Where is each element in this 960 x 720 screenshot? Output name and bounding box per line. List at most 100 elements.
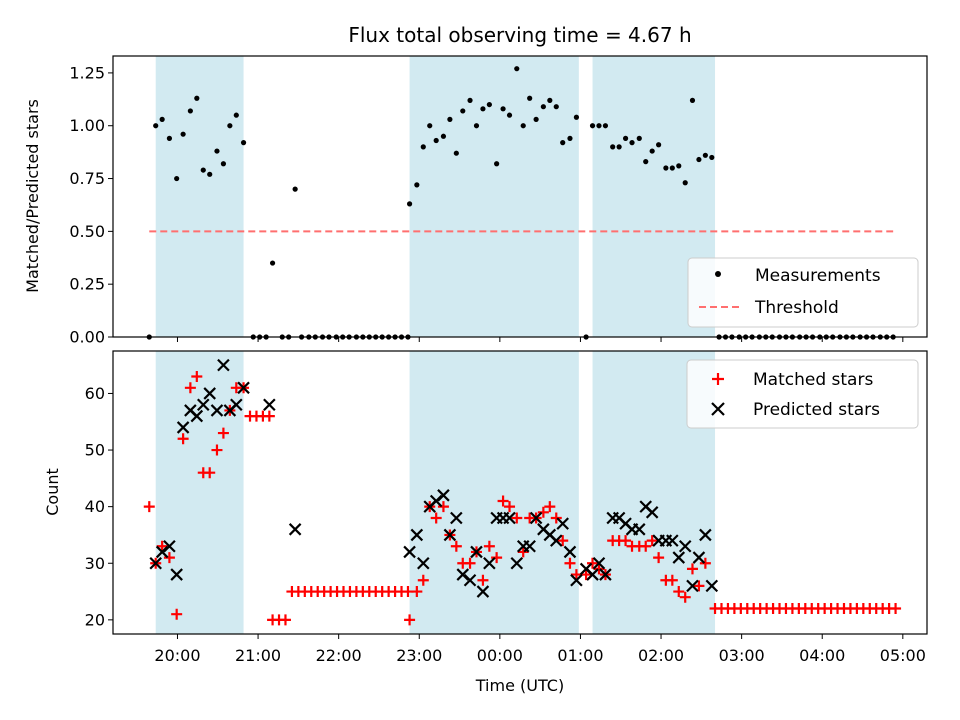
x-tick-label: 03:00 <box>719 646 765 665</box>
measurement-point <box>220 161 227 167</box>
bot-shaded-interval <box>409 351 579 634</box>
measurement-point <box>547 97 553 103</box>
x-tick-label: 00:00 <box>477 646 523 665</box>
y-tick-label: 1.00 <box>69 116 105 135</box>
legend-measurements-marker <box>715 271 721 277</box>
top-panel: 0.00 0.25 0.50 0.75 1.00 1.25 Matched/Predict… <box>23 55 928 347</box>
measurement-point <box>573 114 580 120</box>
predicted-star-point <box>417 556 430 570</box>
measurement-point <box>663 165 669 171</box>
measurement-point <box>520 123 526 129</box>
bot-shaded-interval <box>155 351 244 634</box>
matched-star-point <box>620 535 632 547</box>
legend-matched-label: Matched stars <box>753 370 873 390</box>
x-tick-label: 02:00 <box>638 646 684 665</box>
predicted-star-point <box>692 551 706 564</box>
measurement-point <box>292 186 298 192</box>
bottom-plot-frame <box>112 350 928 635</box>
measurement-point <box>440 133 447 139</box>
measurement-point <box>159 116 165 122</box>
matched-star-point <box>497 495 509 507</box>
x-tick-label: 04:00 <box>799 646 845 665</box>
y-tick-label: 30 <box>85 554 105 573</box>
matched-star-point <box>204 467 216 479</box>
bottom-panel: 20 30 40 50 60 20:00 21:00 22:00 23:00 00:00 01:0… <box>43 350 928 695</box>
x-tick-label: 20:00 <box>154 646 200 665</box>
measurement-point <box>622 135 629 141</box>
measurement-point <box>514 66 520 72</box>
predicted-star-point <box>645 506 659 519</box>
matched-star-point <box>163 552 175 564</box>
measurement-point <box>567 135 573 141</box>
matched-star-point <box>564 557 576 569</box>
measurement-point <box>643 159 649 165</box>
measurement-point <box>406 201 413 207</box>
y-tick-label: 20 <box>85 610 105 629</box>
predicted-star-point <box>190 409 204 423</box>
measurement-point <box>649 148 655 154</box>
measurement-point <box>427 123 433 129</box>
predicted-star-point <box>586 568 599 581</box>
matched-star-point <box>430 512 442 524</box>
matched-star-point <box>211 444 223 456</box>
predicted-star-point <box>456 568 470 581</box>
matched-star-point <box>504 501 516 513</box>
predicted-star-point <box>556 517 569 530</box>
predicted-star-point <box>403 545 416 559</box>
predicted-star-point <box>523 539 536 553</box>
matched-star-point <box>699 557 711 569</box>
legend-matched-marker <box>712 373 724 385</box>
top-y-axis-label: Matched/Predicted stars <box>23 99 42 293</box>
predicted-star-point <box>563 545 577 559</box>
matched-star-point <box>171 608 183 620</box>
matched-star-point <box>646 535 658 547</box>
matched-star-point <box>437 501 449 513</box>
y-tick-label: 1.25 <box>69 63 105 82</box>
matched-star-point <box>417 574 429 586</box>
measurement-point <box>669 165 675 171</box>
measurement-point <box>460 108 466 114</box>
top-plot-frame <box>112 55 928 338</box>
matched-star-point <box>593 563 605 575</box>
matched-star-point <box>177 433 189 445</box>
predicted-star-point <box>288 523 302 536</box>
matched-star-point <box>404 614 416 626</box>
bottom-legend: Matched stars Predicted stars <box>686 359 919 429</box>
x-tick-label: 22:00 <box>316 646 362 665</box>
legend-threshold-label: Threshold <box>754 298 839 318</box>
predicted-star-point <box>686 579 699 593</box>
measurement-point <box>207 171 213 177</box>
predicted-star-point <box>437 489 450 502</box>
matched-star-point <box>673 586 685 598</box>
matched-star-point <box>686 563 698 575</box>
matched-star-point <box>890 603 902 615</box>
matched-star-point <box>537 506 549 518</box>
matched-star-point <box>156 540 168 552</box>
measurement-point <box>180 131 186 137</box>
legend-measurements-label: Measurements <box>755 266 881 286</box>
measurement-point <box>702 152 708 158</box>
legend-predicted-marker <box>711 402 725 416</box>
measurement-point <box>414 182 420 188</box>
predicted-star-point <box>443 528 457 542</box>
predicted-star-point <box>529 511 543 525</box>
measurement-point <box>656 142 662 148</box>
y-tick-label: 60 <box>85 384 105 403</box>
measurement-point <box>494 161 500 167</box>
predicted-star-point <box>410 528 424 542</box>
predicted-star-point <box>570 573 583 587</box>
x-tick-label: 21:00 <box>235 646 281 665</box>
matched-star-point <box>679 591 691 603</box>
predicted-star-point <box>163 539 176 553</box>
x-tick-label: 05:00 <box>880 646 926 665</box>
matched-star-point <box>544 501 556 513</box>
predicted-star-point <box>672 551 686 564</box>
top-shaded-interval <box>155 56 244 337</box>
matched-star-point <box>693 580 705 592</box>
predicted-star-point <box>230 398 243 412</box>
predicted-star-point <box>263 398 276 412</box>
predicted-star-point <box>429 494 443 508</box>
matched-star-point <box>279 614 291 626</box>
measurement-point <box>453 150 459 156</box>
